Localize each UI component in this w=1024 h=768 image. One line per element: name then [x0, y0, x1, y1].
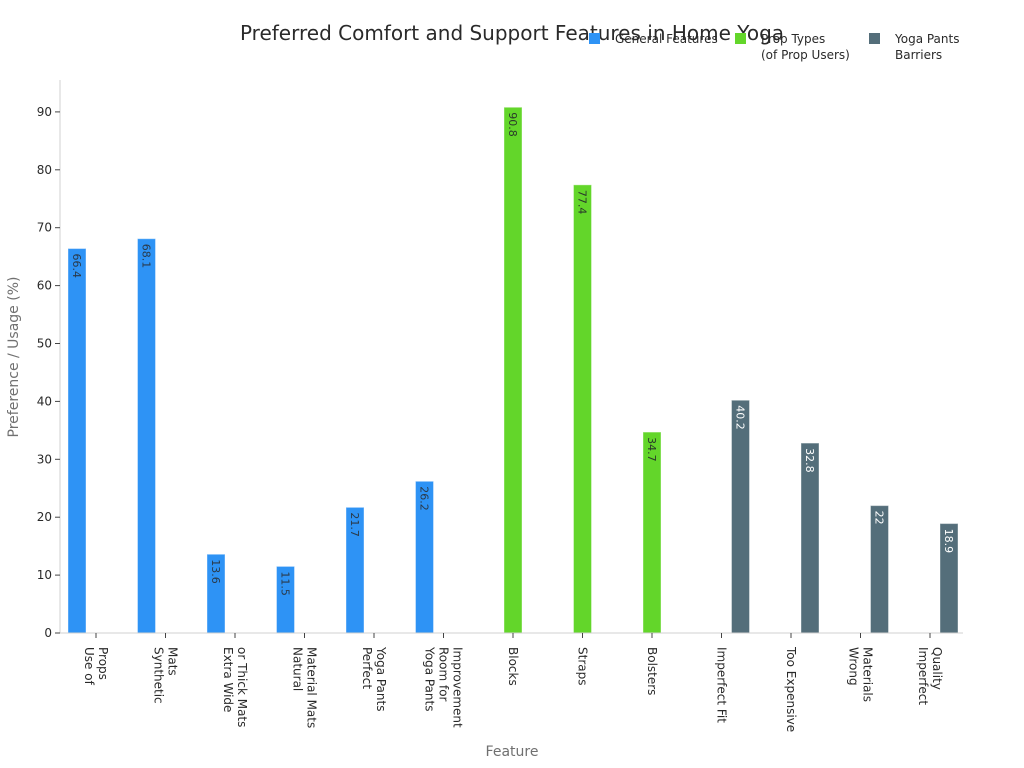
bar[interactable]: [731, 399, 750, 634]
bar-value-label: 21.7: [348, 512, 361, 537]
bar[interactable]: [503, 106, 523, 634]
legend-label: General Features: [615, 32, 718, 46]
x-tick-label: Extra Wide or Thick Mats: [221, 647, 249, 727]
y-tick-label: 0: [44, 626, 52, 640]
svg-text:Too Expensive: Too Expensive: [784, 646, 798, 732]
bar[interactable]: [67, 248, 87, 634]
y-tick-label: 60: [37, 279, 52, 293]
bar-value-label: 18.9: [942, 529, 955, 554]
x-tick-label: Use of Props: [82, 647, 110, 686]
y-tick-label: 10: [37, 568, 52, 582]
legend-swatch: [869, 33, 880, 44]
svg-text:Quality: Quality: [930, 647, 944, 690]
svg-text:Blocks: Blocks: [506, 647, 520, 686]
legend-swatch: [589, 33, 600, 44]
y-tick-label: 40: [37, 394, 52, 408]
bar[interactable]: [870, 505, 889, 634]
x-tick-label: Too Expensive: [784, 646, 798, 732]
y-tick-label: 70: [37, 221, 52, 235]
svg-text:Straps: Straps: [576, 647, 590, 685]
x-axis-title: Feature: [486, 744, 539, 760]
x-tick-label: Synthetic Mats: [152, 647, 180, 704]
chart-title: Preferred Comfort and Support Features i…: [240, 21, 784, 45]
svg-text:Bolsters: Bolsters: [645, 647, 659, 695]
bar-value-label: 32.8: [803, 448, 816, 473]
legend-label: Yoga Pants: [894, 32, 959, 46]
x-tick-label: Blocks: [506, 647, 520, 686]
svg-text:Yoga Pants: Yoga Pants: [374, 646, 388, 711]
svg-text:Perfect: Perfect: [360, 647, 374, 689]
svg-text:Synthetic: Synthetic: [152, 647, 166, 704]
y-tick-label: 80: [37, 163, 52, 177]
y-tick-label: 20: [37, 510, 52, 524]
bar-value-label: 22: [873, 511, 886, 525]
x-tick-label: Imperfect Fit: [715, 647, 729, 723]
svg-text:Material Mats: Material Mats: [305, 647, 319, 728]
svg-text:Use of: Use of: [82, 647, 96, 686]
svg-text:Props: Props: [96, 647, 110, 680]
bar[interactable]: [573, 184, 592, 634]
legend-label: (of Prop Users): [761, 48, 850, 62]
svg-text:Natural: Natural: [291, 647, 305, 691]
bar[interactable]: [137, 238, 156, 634]
x-axis: Use of Props Synthetic Mats Extra Wide or Thi…: [60, 632, 963, 732]
x-tick-label: Imperfect Quality: [916, 647, 944, 705]
x-tick-label: Yoga Pants Room for Improvement: [423, 646, 465, 728]
bar-value-label: 34.7: [645, 437, 658, 462]
bar-value-label: 66.4: [70, 254, 83, 279]
svg-text:Materials: Materials: [861, 647, 875, 702]
bar-value-label: 13.6: [209, 559, 222, 584]
x-tick-label: Bolsters: [645, 647, 659, 695]
legend-swatch: [735, 33, 746, 44]
svg-text:Imperfect Fit: Imperfect Fit: [715, 647, 729, 723]
y-tick-label: 30: [37, 452, 52, 466]
legend-label: Barriers: [895, 48, 942, 62]
svg-text:Wrong: Wrong: [847, 647, 861, 686]
svg-text:Mats: Mats: [166, 647, 180, 676]
svg-text:Improvement: Improvement: [451, 647, 465, 728]
y-tick-label: 90: [37, 105, 52, 119]
bar-value-label: 11.5: [279, 571, 292, 596]
svg-text:or Thick Mats: or Thick Mats: [235, 647, 249, 727]
plot-area: 66.4 68.1 13.6 11.5 21.7 26.2 90.8 77.4 34.7 40.2…: [67, 106, 959, 634]
bar-value-label: 40.2: [734, 405, 747, 430]
x-tick-label: Wrong Materials: [847, 647, 875, 702]
bar-value-label: 26.2: [418, 486, 431, 511]
svg-text:Imperfect: Imperfect: [916, 647, 930, 705]
svg-text:Extra Wide: Extra Wide: [221, 647, 235, 712]
bar[interactable]: [642, 431, 662, 634]
x-tick-label: Perfect Yoga Pants: [360, 646, 388, 711]
y-axis-title: Preference / Usage (%): [6, 277, 22, 438]
legend: General Features Prop Types (of Prop Users…: [589, 32, 959, 62]
bar-value-label: 77.4: [576, 190, 589, 215]
svg-text:Yoga Pants: Yoga Pants: [423, 646, 437, 711]
x-tick-label: Natural Material Mats: [291, 647, 319, 728]
x-tick-label: Straps: [576, 647, 590, 685]
bar-value-label: 68.1: [140, 244, 153, 268]
legend-label: Prop Types: [761, 32, 825, 46]
y-axis: 0 10 20 30 40 50 60 70 80 90: [37, 80, 61, 640]
bar-value-label: 90.8: [506, 112, 519, 137]
y-tick-label: 50: [37, 337, 52, 351]
svg-text:Room for: Room for: [437, 647, 451, 702]
